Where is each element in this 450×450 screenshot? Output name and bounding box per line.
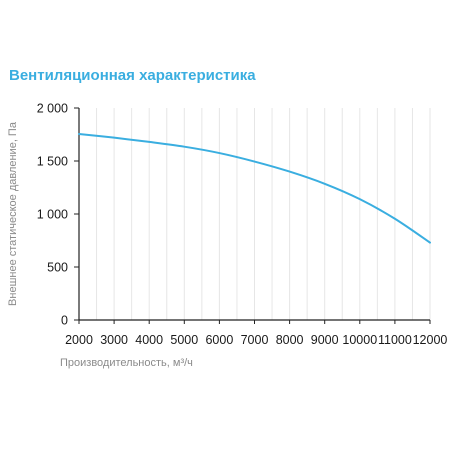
x-tick-label: 3000 bbox=[100, 333, 128, 347]
x-tick-label: 8000 bbox=[276, 333, 304, 347]
y-axis: 0 500 1 000 1 500 2 000 bbox=[37, 102, 80, 328]
y-tick-label: 1 000 bbox=[37, 208, 68, 222]
y-tick-label: 2 000 bbox=[37, 102, 68, 116]
y-axis-label: Внешнее статическое давление, Па bbox=[7, 121, 19, 306]
x-tick-label: 9000 bbox=[311, 333, 339, 347]
series-line bbox=[78, 132, 431, 244]
y-tick-label: 0 bbox=[61, 314, 68, 328]
chart-title: Вентиляционная характеристика bbox=[9, 67, 256, 84]
y-tick-label: 1 500 bbox=[37, 155, 68, 169]
x-tick-label: 11000 bbox=[378, 333, 412, 347]
x-tick-label: 6000 bbox=[205, 333, 233, 347]
x-tick-label: 4000 bbox=[135, 333, 163, 347]
y-tick-label: 500 bbox=[47, 261, 68, 275]
grid-lines bbox=[96, 108, 431, 320]
x-tick-label: 12000 bbox=[413, 333, 448, 347]
data-series bbox=[78, 132, 431, 244]
x-tick-label: 7000 bbox=[241, 333, 269, 347]
x-tick-label: 10000 bbox=[342, 333, 377, 347]
x-axis: 2000 3000 4000 5000 6000 7000 8000 9000 10000 110… bbox=[65, 319, 448, 347]
x-tick-label: 5000 bbox=[170, 333, 198, 347]
x-tick-label: 2000 bbox=[65, 333, 93, 347]
x-axis-label: Производительность, м³/ч bbox=[60, 357, 193, 369]
